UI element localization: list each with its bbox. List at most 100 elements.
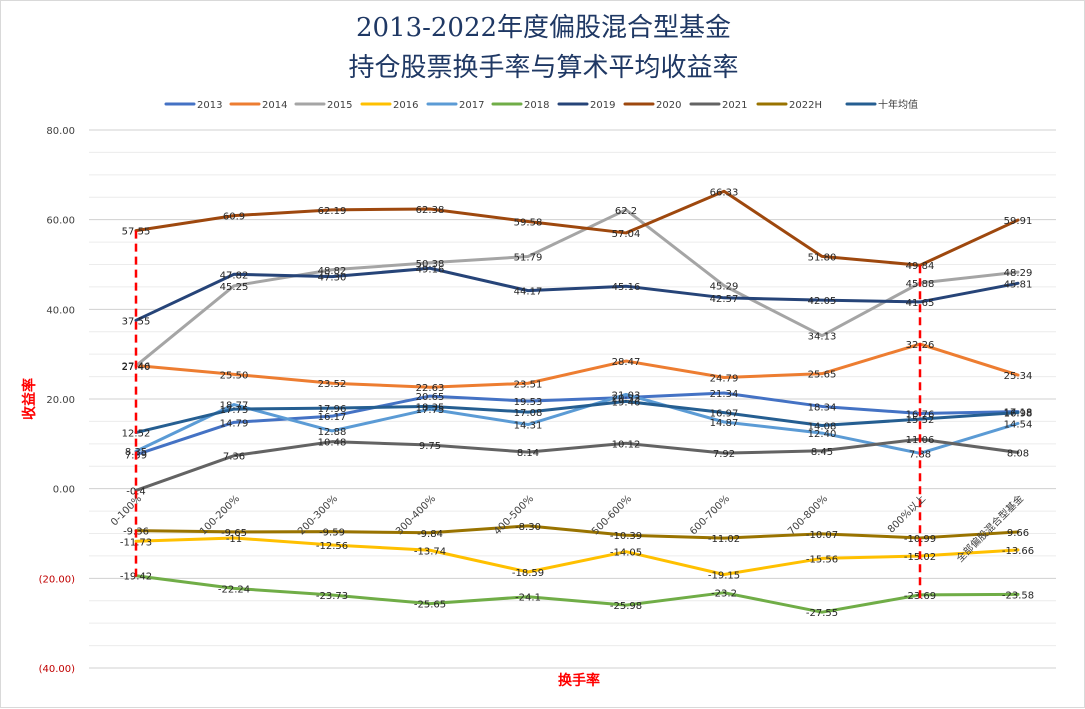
series-line-2018 [134, 574, 1020, 614]
data-point-十年均值 [820, 424, 824, 427]
data-point-2015 [232, 284, 236, 287]
data-point-2016 [624, 550, 628, 553]
data-point-2022H [624, 534, 628, 537]
data-label-2015: 50.38 [416, 259, 445, 270]
data-point-2014 [428, 386, 432, 389]
legend-entry-2018: 2018 [524, 100, 549, 111]
data-label-2016: -19.15 [708, 571, 740, 582]
data-point-2013 [820, 405, 824, 408]
y-tick-label: (20.00) [39, 574, 76, 585]
y-tick-label: 60.00 [46, 216, 75, 227]
data-point-2017 [820, 431, 824, 435]
data-point-2018 [722, 591, 726, 594]
series-line-十年均值 [134, 399, 1020, 435]
data-point-2022H [1016, 530, 1020, 534]
data-label-十年均值: 12.52 [122, 429, 151, 440]
data-point-十年均值 [232, 407, 236, 411]
data-label-2013: 14.79 [220, 418, 249, 429]
data-label-2013: 19.53 [514, 397, 543, 408]
data-label-2017: 18.77 [220, 401, 249, 412]
data-point-2013 [428, 394, 432, 398]
data-label-2017: 14.31 [514, 421, 543, 432]
data-label-2017: 12.40 [808, 429, 837, 440]
legend-entry-2021: 2021 [722, 100, 747, 111]
series-line-2021 [134, 437, 1020, 492]
series-line-2016 [134, 536, 1020, 577]
data-label-2020: 57.04 [612, 229, 641, 240]
data-point-2013 [232, 421, 236, 424]
data-point-2021 [526, 450, 530, 454]
data-label-2017: 21.03 [612, 390, 641, 401]
data-point-2020 [820, 255, 824, 258]
data-label-2022H: -10.39 [610, 531, 642, 542]
data-label-2021: 7.36 [223, 452, 245, 463]
data-point-2019 [624, 284, 628, 288]
data-label-2016: -12.56 [316, 541, 348, 552]
data-label-十年均值: 16.97 [710, 409, 739, 420]
data-point-2016 [722, 573, 726, 576]
data-label-2017: 14.54 [1004, 419, 1033, 430]
data-point-2016 [232, 536, 236, 540]
legend-entry-2017: 2017 [459, 100, 484, 111]
data-point-2022H [428, 531, 432, 534]
data-point-2020 [526, 220, 530, 223]
data-point-2015 [624, 208, 628, 212]
data-point-2013 [624, 396, 628, 399]
data-label-十年均值: 14.08 [808, 422, 837, 433]
data-label-2013: 21.34 [710, 389, 739, 400]
legend-entry-2016: 2016 [393, 100, 418, 111]
data-label-2019: 45.81 [1004, 279, 1033, 290]
series-line-2022H [134, 524, 1020, 540]
chart-title-line-1: 2013-2022年度偏股混合型基金 [355, 13, 732, 43]
data-label-2021: 9.75 [419, 441, 441, 452]
data-point-2020 [330, 208, 334, 212]
data-point-2019 [918, 300, 922, 304]
series-line-2020 [134, 189, 1020, 267]
data-point-2022H [820, 532, 824, 536]
data-label-十年均值: 18.35 [416, 402, 445, 413]
data-point-2019 [232, 273, 236, 276]
data-label-2016: -11 [226, 534, 242, 545]
data-label-十年均值: 17.75 [220, 405, 249, 416]
data-point-2018 [526, 595, 530, 598]
data-label-2014: 23.52 [318, 379, 347, 390]
data-label-2019: 47.30 [318, 273, 347, 284]
x-axis-title: 换手率 [558, 672, 600, 689]
data-label-2015: 48.29 [1004, 268, 1033, 279]
data-label-2013: 16.17 [318, 412, 347, 423]
data-point-2020 [428, 207, 432, 211]
data-label-2022H: -9.65 [221, 528, 247, 539]
data-label-2018: -27.55 [806, 608, 838, 619]
data-point-2013 [526, 399, 530, 403]
data-point-2017 [428, 407, 432, 411]
data-label-2017: 14.87 [710, 418, 739, 429]
data-point-2014 [232, 373, 236, 376]
x-tick-label: 800%以上 [885, 493, 928, 536]
series-line-2019 [134, 266, 1020, 322]
data-label-2015: 45.25 [220, 282, 249, 293]
data-label-2022H: -8.30 [515, 522, 541, 533]
data-point-2018 [428, 602, 432, 605]
chart-title-line-2: 持仓股票换手率与算术平均收益率 [348, 53, 739, 83]
data-label-2017: 17.75 [416, 405, 445, 416]
data-point-2016 [428, 549, 432, 552]
data-point-2015 [330, 268, 334, 271]
data-point-2017 [526, 423, 530, 426]
data-point-2022H [330, 530, 334, 533]
data-point-2019 [526, 289, 530, 292]
x-tick-label: 600-700% [688, 493, 732, 537]
data-point-十年均值 [1016, 411, 1020, 414]
data-point-2017 [1016, 422, 1020, 425]
legend-entry-2022H: 2022H [789, 100, 822, 111]
data-point-2019 [330, 275, 334, 278]
data-point-2021 [722, 451, 726, 455]
data-label-2018: -19.42 [120, 572, 152, 583]
data-label-2022H: -11.02 [708, 534, 740, 545]
data-point-十年均值 [722, 411, 726, 414]
data-point-2018 [1016, 593, 1020, 596]
legend-entry-2015: 2015 [327, 100, 352, 111]
data-point-2016 [820, 557, 824, 560]
data-label-2020: 51.80 [808, 252, 837, 263]
data-point-2020 [722, 190, 726, 193]
y-tick-label: 20.00 [46, 395, 75, 406]
